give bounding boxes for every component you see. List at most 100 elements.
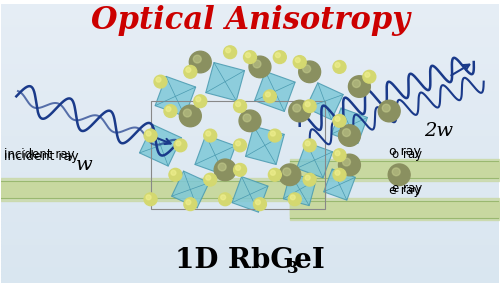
Circle shape [236, 141, 240, 146]
Circle shape [342, 129, 350, 137]
Bar [2, 233, 498, 235]
Circle shape [268, 129, 281, 142]
Text: 2w: 2w [424, 122, 453, 139]
Bar [2, 57, 498, 60]
Circle shape [234, 139, 246, 152]
Circle shape [184, 198, 197, 210]
Bar [2, 127, 498, 130]
Circle shape [283, 168, 291, 176]
Circle shape [214, 159, 236, 181]
Bar [2, 29, 498, 32]
Circle shape [303, 100, 316, 112]
Bar [2, 272, 498, 274]
Text: Optical Anisotropy: Optical Anisotropy [90, 5, 409, 36]
Circle shape [335, 62, 340, 67]
Circle shape [146, 195, 151, 200]
Bar [2, 191, 498, 193]
Text: incident ray: incident ray [4, 148, 74, 161]
Bar [2, 77, 498, 79]
Circle shape [335, 116, 340, 121]
Polygon shape [246, 126, 284, 164]
Text: o ray: o ray [392, 148, 422, 161]
Bar [2, 263, 498, 266]
Circle shape [302, 65, 310, 73]
Bar [2, 219, 498, 221]
Bar [2, 12, 498, 15]
Polygon shape [296, 142, 332, 178]
Circle shape [270, 170, 276, 175]
Bar [2, 274, 498, 277]
Text: incident ray: incident ray [4, 150, 78, 163]
Bar [2, 235, 498, 238]
Bar [2, 166, 498, 168]
Polygon shape [284, 173, 316, 206]
Bar [2, 163, 498, 166]
Polygon shape [195, 135, 235, 175]
Bar [2, 230, 498, 233]
Circle shape [194, 95, 206, 108]
Circle shape [186, 67, 191, 72]
Bar [2, 116, 498, 118]
Bar [2, 79, 498, 82]
Bar [2, 238, 498, 241]
Circle shape [166, 106, 171, 112]
Bar [2, 35, 498, 37]
Circle shape [392, 168, 400, 176]
Circle shape [154, 75, 167, 88]
Bar [2, 171, 498, 174]
Bar [2, 247, 498, 249]
Circle shape [305, 102, 310, 106]
Circle shape [144, 193, 157, 206]
Circle shape [305, 141, 310, 146]
Polygon shape [140, 125, 181, 166]
Bar [2, 160, 498, 163]
Bar [2, 157, 498, 160]
Bar [2, 255, 498, 258]
Bar [2, 43, 498, 46]
Text: 3: 3 [286, 260, 298, 277]
Polygon shape [324, 169, 356, 200]
Circle shape [180, 105, 202, 127]
Bar [2, 93, 498, 96]
Circle shape [194, 55, 202, 63]
Circle shape [224, 46, 236, 59]
Polygon shape [254, 72, 295, 111]
Circle shape [303, 173, 316, 186]
Bar [150, 101, 324, 209]
Circle shape [239, 110, 261, 131]
Bar [2, 7, 498, 10]
Bar [2, 244, 498, 247]
Circle shape [333, 60, 346, 73]
Text: w: w [76, 156, 92, 174]
Circle shape [249, 56, 271, 78]
Bar [2, 71, 498, 74]
Polygon shape [332, 108, 368, 143]
Circle shape [243, 114, 251, 122]
Bar [2, 138, 498, 141]
Circle shape [333, 149, 346, 162]
Bar [2, 179, 498, 182]
Circle shape [266, 92, 270, 97]
Circle shape [365, 72, 370, 77]
Bar [2, 252, 498, 255]
Bar [2, 130, 498, 132]
Bar [2, 60, 498, 63]
Bar [2, 168, 498, 171]
Circle shape [156, 77, 161, 82]
Polygon shape [155, 76, 196, 116]
Circle shape [226, 48, 230, 53]
Circle shape [236, 102, 240, 106]
Circle shape [171, 170, 176, 175]
Text: e ray: e ray [392, 182, 422, 195]
Bar [2, 26, 498, 29]
Circle shape [236, 166, 240, 170]
Bar [2, 207, 498, 210]
Circle shape [246, 53, 250, 58]
Circle shape [294, 56, 306, 68]
Circle shape [338, 154, 360, 176]
Bar [2, 177, 498, 179]
Circle shape [276, 53, 280, 58]
Circle shape [289, 100, 310, 122]
Circle shape [274, 51, 286, 64]
Circle shape [270, 131, 276, 136]
